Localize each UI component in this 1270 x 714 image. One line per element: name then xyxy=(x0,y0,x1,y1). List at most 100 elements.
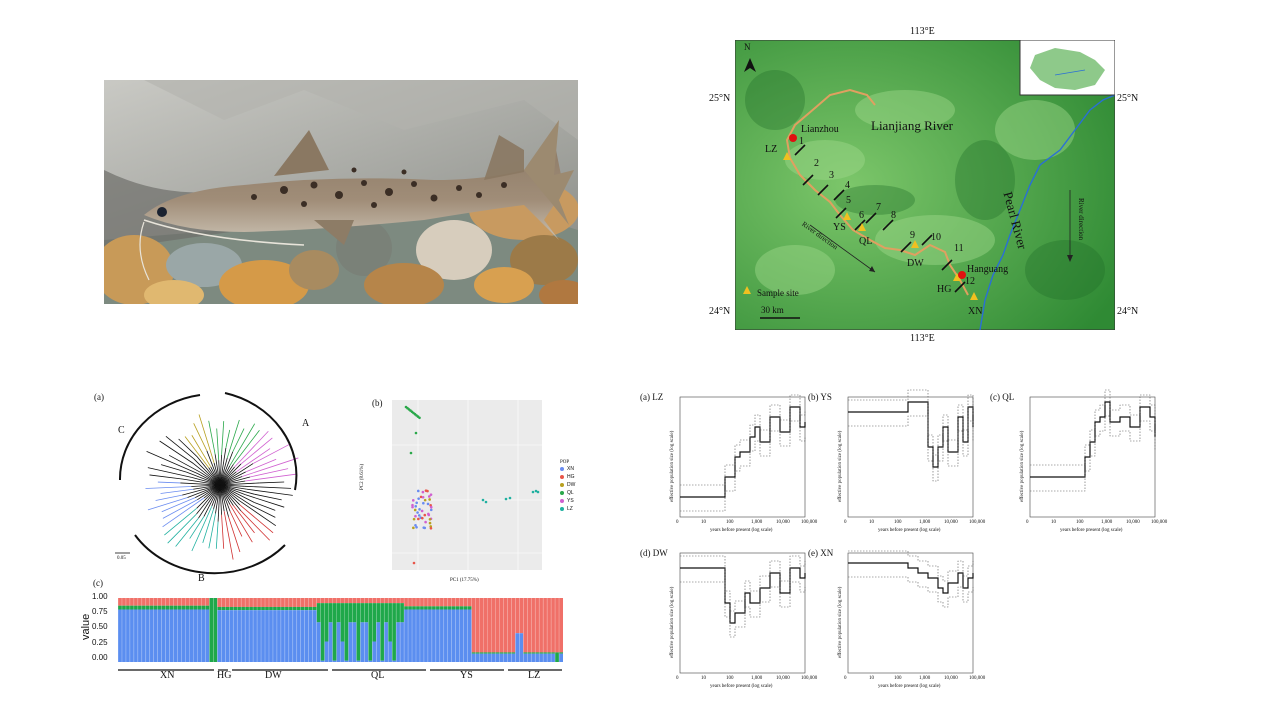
structure-bar-green xyxy=(419,606,424,610)
structure-bar-red xyxy=(261,598,266,607)
structure-bar-red xyxy=(356,598,361,604)
structure-bar-blue xyxy=(324,641,329,662)
structure-bar-blue xyxy=(205,609,210,662)
skyline-xtick: 100,000 xyxy=(969,520,986,525)
skyline-upper-hpd xyxy=(1030,389,1156,466)
pca-point xyxy=(417,517,420,521)
structure-bar-red xyxy=(419,598,424,607)
structure-bar-red xyxy=(332,598,337,604)
tree-branch xyxy=(213,462,221,486)
site-label-ql: QL xyxy=(859,236,873,247)
pca-point xyxy=(417,497,420,500)
pca-point xyxy=(411,503,414,507)
structure-bar-green xyxy=(320,603,325,661)
tree-branch xyxy=(219,484,246,496)
structure-bar-red xyxy=(368,598,373,604)
pca-point xyxy=(421,516,424,520)
structure-bar-red xyxy=(515,598,520,634)
structure-bar-blue xyxy=(368,660,373,662)
structure-bar-blue xyxy=(316,622,321,662)
structure-bar-blue xyxy=(173,609,178,662)
tree-branch xyxy=(232,428,245,452)
structure-panel-label: (c) xyxy=(93,578,103,588)
tree-branch xyxy=(147,497,188,511)
tree-branch xyxy=(184,436,210,468)
ytick-100: 1.00 xyxy=(92,592,108,601)
tree-scale-label: 0.05 xyxy=(117,556,126,561)
structure-bar-blue xyxy=(181,609,186,662)
skyline-frame xyxy=(847,396,974,518)
tree-branch xyxy=(160,488,194,494)
pca-legend-label: DW xyxy=(567,482,576,488)
structure-bar-red xyxy=(451,598,456,607)
skyline-xlabel: years before present (log scale) xyxy=(878,684,941,689)
tree-branch xyxy=(198,484,221,519)
structure-bar-green xyxy=(137,605,142,610)
skyline-xtick: 0 xyxy=(676,676,679,681)
structure-bar-green xyxy=(133,605,138,610)
skyline-plot xyxy=(1029,389,1156,518)
structure-bar-blue xyxy=(400,622,405,662)
structure-bar-blue xyxy=(479,653,484,662)
structure-bar-green xyxy=(376,603,381,623)
skyline-xtick: 10,000 xyxy=(776,676,790,681)
pca-point xyxy=(428,521,432,525)
skyline-ylabel: effective population size (log scale) xyxy=(670,586,675,658)
structure-bar-green xyxy=(237,606,242,611)
tree-branch xyxy=(240,510,270,541)
lat25-left-label: 25°N xyxy=(709,93,731,104)
clade-a-label: A xyxy=(302,418,310,429)
structure-bar-red xyxy=(133,598,138,606)
structure-bar-blue xyxy=(408,609,413,662)
tree-branch xyxy=(219,471,246,486)
structure-bar-red xyxy=(253,598,258,607)
section-1: 1 xyxy=(799,136,804,147)
skyline-plot xyxy=(847,550,974,674)
structure-bar-green xyxy=(125,605,130,610)
group-label-dw: DW xyxy=(265,670,282,681)
structure-bar-red xyxy=(165,598,170,606)
structure-bar-green xyxy=(201,605,206,610)
structure-bar-red xyxy=(324,598,329,604)
skyline-frame xyxy=(679,396,806,518)
skyline-xtick: 100,000 xyxy=(801,520,818,525)
structure-bar-red xyxy=(344,598,349,604)
tree-branch xyxy=(194,484,221,499)
tree-branch xyxy=(221,421,225,455)
tree-branch xyxy=(162,497,205,528)
structure-bar-red xyxy=(265,598,269,607)
tree-branch xyxy=(219,484,245,487)
structure-bar-red xyxy=(336,598,341,604)
tree-branch xyxy=(157,481,181,484)
structure-bar-green xyxy=(559,652,563,654)
tree-branch xyxy=(189,516,205,539)
structure-bar-green xyxy=(121,605,126,610)
structure-bar-green xyxy=(165,605,170,610)
structure-bar-red xyxy=(185,598,190,606)
pca-legend-item: HG xyxy=(560,473,575,481)
structure-bar-blue xyxy=(503,653,508,662)
structure-bar-green xyxy=(257,606,262,611)
structure-bar-green xyxy=(304,606,309,611)
skyline-plot xyxy=(679,394,806,518)
structure-bar-red xyxy=(352,598,357,604)
skyline-xtick: 1,000 xyxy=(751,520,763,525)
structure-bar-red xyxy=(360,598,365,604)
site-label-dw: DW xyxy=(907,258,924,269)
structure-bar-blue xyxy=(229,610,234,662)
skyline-xtick: 10,000 xyxy=(776,520,790,525)
structure-bar-green xyxy=(157,605,162,610)
structure-bar-blue xyxy=(499,653,504,662)
structure-bar-red xyxy=(312,598,317,607)
structure-bar-blue xyxy=(487,653,492,662)
skyline-xtick: 1,000 xyxy=(919,520,931,525)
tree-branch xyxy=(175,517,199,547)
structure-bar-red xyxy=(384,598,389,604)
structure-bar-red xyxy=(388,598,393,604)
tree-branch xyxy=(167,513,197,544)
pca-point xyxy=(427,512,430,516)
structure-bar-red xyxy=(137,598,142,606)
structure-bar-blue xyxy=(185,609,190,662)
structure-bar-blue xyxy=(133,609,138,662)
tree-branch xyxy=(217,484,221,522)
